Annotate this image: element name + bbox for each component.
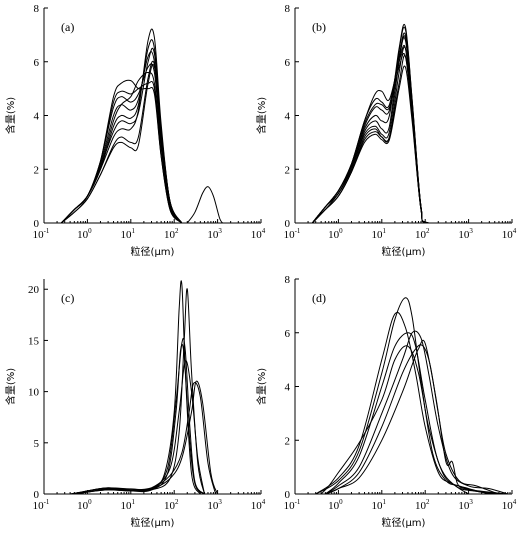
x-tick-label: 101 xyxy=(121,227,136,241)
chart-panel: 0 2 4 6 8 10-1 100 101 102 103 104 粒径(μm) 含量(%) (d) xyxy=(255,274,517,529)
x-axis-label: 粒径(μm) xyxy=(131,245,175,258)
series-line xyxy=(60,63,183,224)
y-tick-label: 10 xyxy=(28,387,40,399)
panel-label: (b) xyxy=(312,20,326,34)
series-line xyxy=(315,311,490,495)
y-axis-label: 含量(%) xyxy=(4,368,17,405)
x-tick-label: 100 xyxy=(77,227,92,241)
y-tick-label: 2 xyxy=(34,164,40,176)
series-line xyxy=(60,63,183,224)
x-tick-label: 100 xyxy=(77,498,92,512)
series-line xyxy=(74,288,205,495)
x-tick-label: 102 xyxy=(415,227,430,241)
series-line xyxy=(315,297,499,495)
x-tick-label: 101 xyxy=(121,498,136,512)
series-line xyxy=(320,345,469,495)
y-tick-label: 6 xyxy=(285,328,291,340)
x-tick-label: 102 xyxy=(164,227,179,241)
x-axis-label: 粒径(μm) xyxy=(131,516,175,529)
y-tick-label: 8 xyxy=(34,3,40,15)
x-tick-label: 10-1 xyxy=(33,227,50,241)
y-tick-label: 4 xyxy=(285,111,291,123)
series-line xyxy=(325,344,500,495)
x-tick-label: 104 xyxy=(502,498,517,512)
y-tick-label: 5 xyxy=(34,438,40,450)
y-tick-label: 0 xyxy=(34,489,40,501)
y-axis-label: 含量(%) xyxy=(255,368,268,405)
x-tick-label: 104 xyxy=(251,498,266,512)
series-line xyxy=(311,52,482,224)
series-line xyxy=(74,360,205,495)
y-axis-label: 含量(%) xyxy=(255,97,268,134)
series-line xyxy=(60,47,183,224)
series-line xyxy=(74,382,217,495)
y-tick-label: 8 xyxy=(285,3,291,15)
y-tick-label: 4 xyxy=(34,111,40,123)
panel-label: (a) xyxy=(61,20,74,34)
y-tick-label: 20 xyxy=(28,284,40,296)
series-line xyxy=(74,380,219,495)
chart-panel: 0 5 10 15 20 10-1 100 101 102 103 104 粒径(μm) 含量(%) (c… xyxy=(4,279,266,529)
x-tick-label: 100 xyxy=(328,498,343,512)
x-tick-label: 100 xyxy=(328,227,343,241)
x-tick-label: 103 xyxy=(458,227,473,241)
x-tick-label: 104 xyxy=(502,227,517,241)
x-axis-label: 粒径(μm) xyxy=(382,245,426,258)
series-line xyxy=(60,28,183,224)
series-line xyxy=(311,23,482,224)
x-tick-label: 101 xyxy=(372,227,387,241)
x-tick-label: 103 xyxy=(207,498,222,512)
panel-label: (c) xyxy=(61,291,74,305)
y-axis-label: 含量(%) xyxy=(4,97,17,134)
chart-panel: 0 2 4 6 8 10-1 100 101 102 103 104 粒径(μm) 含量(%) (a) xyxy=(4,3,266,258)
chart-panel: 0 2 4 6 8 10-1 100 101 102 103 104 粒径(μm) 含量(%) (b) xyxy=(255,3,517,258)
x-tick-label: 10-1 xyxy=(33,498,50,512)
series-line xyxy=(186,186,223,224)
series-line xyxy=(325,339,508,495)
y-tick-label: 4 xyxy=(285,382,291,394)
series-line xyxy=(325,330,508,495)
series-line xyxy=(60,39,183,224)
y-tick-label: 0 xyxy=(34,218,40,230)
x-axis-label: 粒径(μm) xyxy=(382,516,426,529)
y-tick-label: 15 xyxy=(28,335,40,347)
x-tick-label: 104 xyxy=(251,227,266,241)
y-tick-label: 2 xyxy=(285,435,291,447)
x-tick-label: 10-1 xyxy=(284,227,301,241)
x-tick-label: 103 xyxy=(458,498,473,512)
y-tick-label: 6 xyxy=(34,57,40,69)
y-tick-label: 0 xyxy=(285,218,291,230)
y-tick-label: 6 xyxy=(285,57,291,69)
y-tick-label: 2 xyxy=(285,164,291,176)
x-tick-label: 101 xyxy=(372,498,387,512)
y-tick-label: 0 xyxy=(285,489,291,501)
x-tick-label: 102 xyxy=(415,498,430,512)
y-tick-label: 8 xyxy=(285,274,291,286)
x-tick-label: 102 xyxy=(164,498,179,512)
x-tick-label: 103 xyxy=(207,227,222,241)
x-tick-label: 10-1 xyxy=(284,498,301,512)
panel-label: (d) xyxy=(312,291,326,305)
